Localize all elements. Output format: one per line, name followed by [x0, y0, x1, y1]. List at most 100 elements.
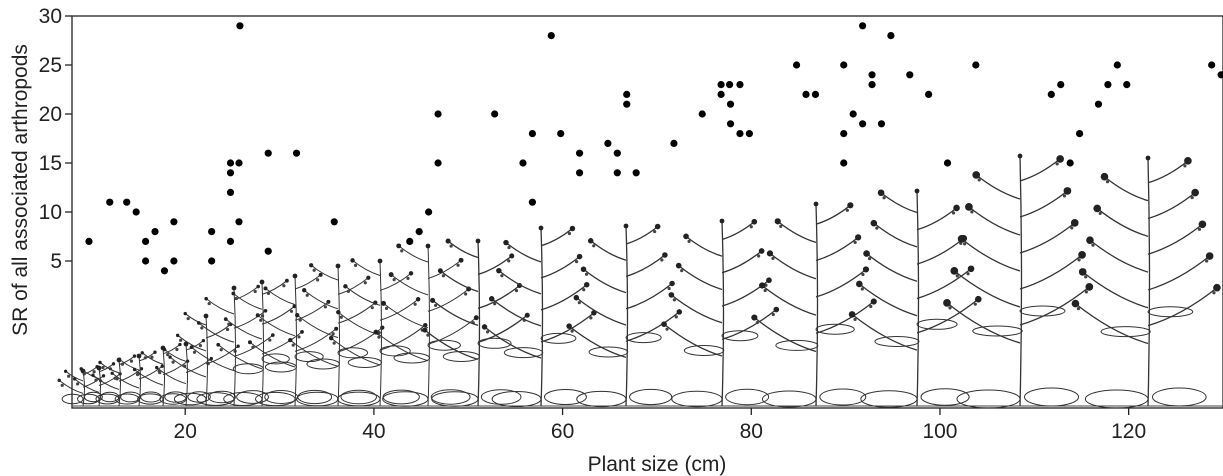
data-point [170, 218, 178, 226]
x-axis-label: Plant size (cm) [588, 453, 727, 476]
plant-illustration [247, 272, 339, 407]
y-axis-label: SR of all associated arthropods [9, 44, 32, 336]
data-point [613, 169, 621, 177]
data-point [725, 81, 734, 89]
data-point [943, 159, 952, 167]
x-tick-label: 100 [922, 420, 957, 443]
data-point [235, 218, 243, 226]
data-point [434, 159, 442, 167]
data-point [226, 159, 235, 167]
plot-frame [71, 15, 1223, 409]
data-point [1217, 71, 1223, 79]
plant-illustration [288, 263, 385, 407]
x-tick-label: 80 [740, 420, 763, 443]
data-point [236, 22, 244, 30]
data-point [425, 208, 433, 216]
data-point [887, 31, 895, 40]
data-point [434, 110, 442, 118]
plant-illustration [481, 225, 597, 408]
data-point [613, 149, 621, 157]
plant-illustration [422, 238, 530, 407]
data-points [85, 22, 1223, 275]
data-point [141, 257, 150, 265]
data-point [859, 120, 867, 128]
data-point [528, 130, 537, 138]
data-point [840, 159, 848, 167]
plant-illustration [189, 284, 275, 407]
data-point [406, 237, 414, 245]
plant-illustration [1071, 155, 1221, 409]
data-point [1094, 100, 1103, 108]
data-point [226, 237, 235, 245]
plant-illustration [110, 350, 164, 407]
plant-illustration [57, 365, 106, 407]
data-point [670, 139, 678, 147]
data-point [726, 100, 735, 108]
data-point [528, 198, 537, 206]
x-tick-label: 120 [1111, 420, 1146, 443]
data-point [868, 71, 876, 79]
data-point [208, 257, 216, 265]
plant-illustration [132, 342, 190, 407]
plant-illustration [216, 278, 304, 407]
data-point [226, 169, 235, 177]
data-point [717, 90, 725, 98]
data-point [557, 130, 565, 138]
data-point [264, 149, 272, 157]
data-point [292, 149, 301, 157]
data-point [972, 61, 980, 69]
data-point [849, 110, 857, 118]
data-point [170, 257, 178, 265]
plant-illustration [168, 311, 240, 407]
data-point [1123, 81, 1131, 89]
data-point [141, 237, 150, 245]
data-point [547, 31, 555, 40]
data-point [1208, 61, 1216, 69]
data-point [811, 90, 820, 98]
y-tick-label: 25 [39, 54, 62, 77]
plant-illustration [72, 362, 122, 407]
x-tick-label: 20 [174, 420, 197, 443]
data-point [604, 139, 612, 147]
plant-illustrations [57, 153, 1223, 409]
data-point [736, 81, 744, 89]
plant-illustration [566, 223, 683, 408]
y-tick-label: 5 [50, 250, 62, 273]
data-point [1113, 61, 1121, 69]
data-point [1075, 130, 1084, 138]
data-point [151, 228, 159, 236]
data-point [1047, 90, 1055, 98]
data-point [1104, 81, 1112, 89]
data-point [623, 90, 631, 98]
data-point [106, 198, 114, 206]
data-point [802, 90, 810, 98]
data-point [264, 247, 272, 255]
data-point [235, 159, 243, 167]
data-point [575, 169, 584, 177]
data-point [519, 159, 527, 167]
data-point [1066, 159, 1074, 167]
data-point [726, 120, 735, 128]
plant-illustration [373, 243, 479, 407]
data-point [736, 130, 744, 138]
data-point [717, 81, 725, 89]
data-point [226, 188, 235, 196]
data-point [632, 169, 640, 177]
data-point [623, 100, 631, 108]
data-point [868, 81, 876, 89]
data-point [132, 208, 140, 216]
data-point [925, 90, 933, 98]
data-point [330, 218, 338, 226]
data-point [123, 198, 131, 206]
axis-ticks: 20 40 60 80 100 120 5 10 15 20 25 30 [39, 5, 1147, 443]
data-point [85, 237, 93, 245]
data-point [415, 228, 423, 236]
data-point [840, 130, 848, 138]
plant-illustration [661, 218, 780, 408]
data-point [160, 267, 169, 275]
data-point [877, 120, 886, 128]
data-point [491, 110, 499, 118]
data-point [792, 61, 801, 69]
y-tick-label: 10 [39, 201, 62, 224]
